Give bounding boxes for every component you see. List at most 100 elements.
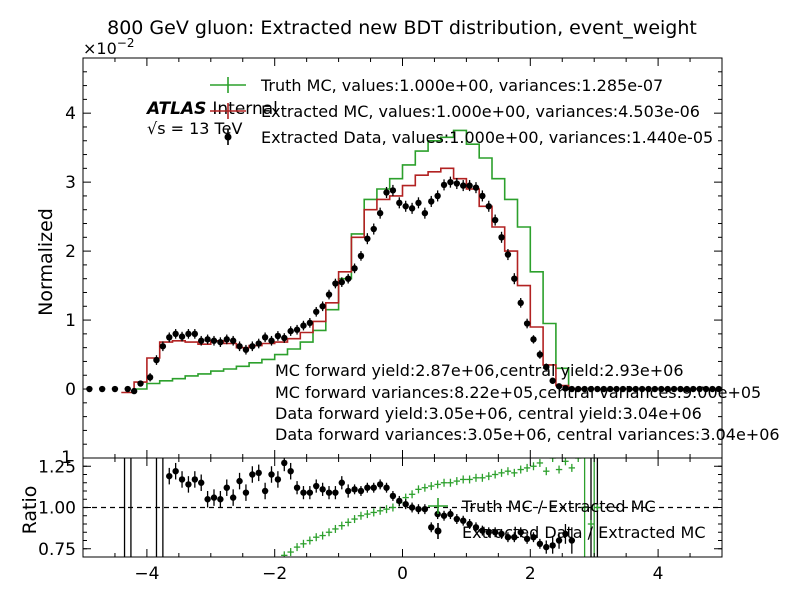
ratio-y-axis: 0.75 1.00 1.25 bbox=[38, 457, 722, 560]
y-tick-label: 3 bbox=[65, 173, 76, 193]
data-point bbox=[696, 385, 703, 393]
data-point bbox=[383, 189, 390, 196]
data-point bbox=[376, 209, 384, 217]
legend-truth-mc-label: Truth MC, values:1.000e+00, variances:1.… bbox=[260, 76, 663, 95]
ratio-data-point bbox=[472, 524, 480, 531]
ratio-data-point bbox=[300, 489, 307, 496]
ratio-data-point bbox=[217, 496, 224, 503]
data-point bbox=[511, 275, 518, 282]
data-point bbox=[626, 385, 633, 393]
data-point bbox=[408, 205, 416, 212]
ratio-data-point bbox=[447, 510, 454, 518]
data-point bbox=[594, 385, 601, 393]
x-tick-label: 0 bbox=[397, 564, 408, 584]
ratio-data-point bbox=[549, 542, 556, 549]
data-point bbox=[370, 225, 377, 233]
ratio-data-point bbox=[236, 477, 243, 485]
legend-truth-ratio-label: Truth MC / Extracted MC bbox=[461, 497, 656, 516]
ratio-data-point bbox=[555, 537, 563, 544]
ratio-data-point bbox=[249, 471, 256, 478]
ratio-data-point bbox=[325, 489, 333, 496]
data-point bbox=[453, 180, 461, 187]
data-point bbox=[440, 181, 448, 189]
data-point bbox=[274, 332, 282, 340]
data-point bbox=[517, 299, 524, 307]
data-point bbox=[281, 334, 288, 342]
ratio-data-point bbox=[261, 487, 269, 495]
x-tick-label: −2 bbox=[262, 564, 287, 584]
data-point bbox=[428, 198, 435, 205]
data-point bbox=[600, 385, 607, 393]
data-point bbox=[236, 343, 243, 350]
data-point bbox=[172, 330, 179, 338]
ratio-data-point bbox=[229, 494, 237, 501]
ratio-data-point bbox=[255, 469, 262, 477]
ratio-plot-area bbox=[83, 458, 722, 557]
data-point bbox=[498, 234, 505, 241]
data-point bbox=[504, 251, 512, 258]
ratio-data-point bbox=[562, 530, 569, 538]
y-tick-label: 1 bbox=[65, 311, 76, 331]
legend-extracted-mc: Extracted MC, values:1.000e+00, variance… bbox=[210, 102, 700, 121]
data-point bbox=[683, 385, 691, 393]
ratio-data-point bbox=[370, 484, 377, 491]
data-point bbox=[575, 385, 582, 393]
data-point bbox=[153, 356, 160, 364]
ratio-data-point bbox=[198, 479, 205, 486]
data-point bbox=[466, 182, 473, 189]
ratio-data-point bbox=[242, 489, 250, 496]
data-point bbox=[460, 182, 467, 189]
data-point bbox=[472, 184, 480, 191]
ratio-data-point bbox=[376, 481, 384, 488]
data-point bbox=[447, 178, 454, 186]
data-point bbox=[543, 363, 550, 371]
data-point bbox=[268, 337, 275, 344]
data-point bbox=[664, 385, 671, 393]
ratio-data-point bbox=[485, 529, 492, 536]
data-point bbox=[130, 387, 138, 395]
data-point bbox=[434, 192, 441, 200]
ratio-data-point bbox=[434, 510, 441, 518]
data-point bbox=[485, 203, 492, 210]
data-point bbox=[124, 385, 131, 393]
data-point bbox=[638, 385, 646, 393]
ratio-data-point bbox=[460, 517, 467, 524]
legend-extracted-data-label: Extracted Data, values:1.000e+00, varian… bbox=[261, 128, 713, 147]
ratio-legend: Truth MC / Extracted MC Extracted Data /… bbox=[428, 497, 706, 542]
data-point bbox=[632, 385, 639, 393]
data-point bbox=[421, 209, 429, 217]
ratio-data-point bbox=[281, 459, 288, 467]
ratio-data-point bbox=[268, 471, 275, 478]
ratio-data-point bbox=[402, 501, 409, 508]
ratio-y-axis-label: Ratio bbox=[19, 486, 41, 535]
data-point bbox=[523, 320, 531, 327]
y-tick-label: 4 bbox=[65, 104, 76, 124]
legend-extracted-data: Extracted Data, values:1.000e+00, varian… bbox=[224, 128, 713, 147]
ratio-data-point bbox=[351, 486, 358, 493]
x-tick-label: 4 bbox=[653, 564, 664, 584]
x-tick-label: −4 bbox=[134, 564, 159, 584]
data-point bbox=[249, 343, 256, 350]
ratio-data-point bbox=[338, 479, 345, 486]
data-point bbox=[389, 187, 397, 194]
data-point bbox=[645, 385, 652, 393]
ratio-data-point bbox=[364, 484, 371, 491]
ratio-data-point bbox=[344, 487, 352, 495]
ratio-data-point bbox=[178, 476, 186, 483]
ratio-data-point bbox=[453, 515, 461, 523]
data-point bbox=[555, 383, 563, 390]
data-point bbox=[549, 377, 556, 384]
data-point bbox=[293, 326, 301, 333]
main-x-ticks bbox=[82, 58, 723, 458]
legend-data-ratio-label: Extracted Data / Extracted MC bbox=[462, 523, 706, 542]
yield-line-4: Data forward variances:3.05e+06, central… bbox=[275, 425, 780, 444]
ratio-data-point bbox=[466, 520, 473, 528]
data-point bbox=[364, 235, 371, 242]
main-plot-area bbox=[86, 129, 722, 395]
energy-label: √s = 13 TeV bbox=[147, 119, 242, 138]
data-point bbox=[217, 338, 224, 346]
data-point bbox=[479, 192, 486, 200]
legend-truth-ratio: Truth MC / Extracted MC bbox=[428, 497, 656, 516]
main-legend: Truth MC, values:1.000e+00, variances:1.… bbox=[210, 76, 713, 147]
